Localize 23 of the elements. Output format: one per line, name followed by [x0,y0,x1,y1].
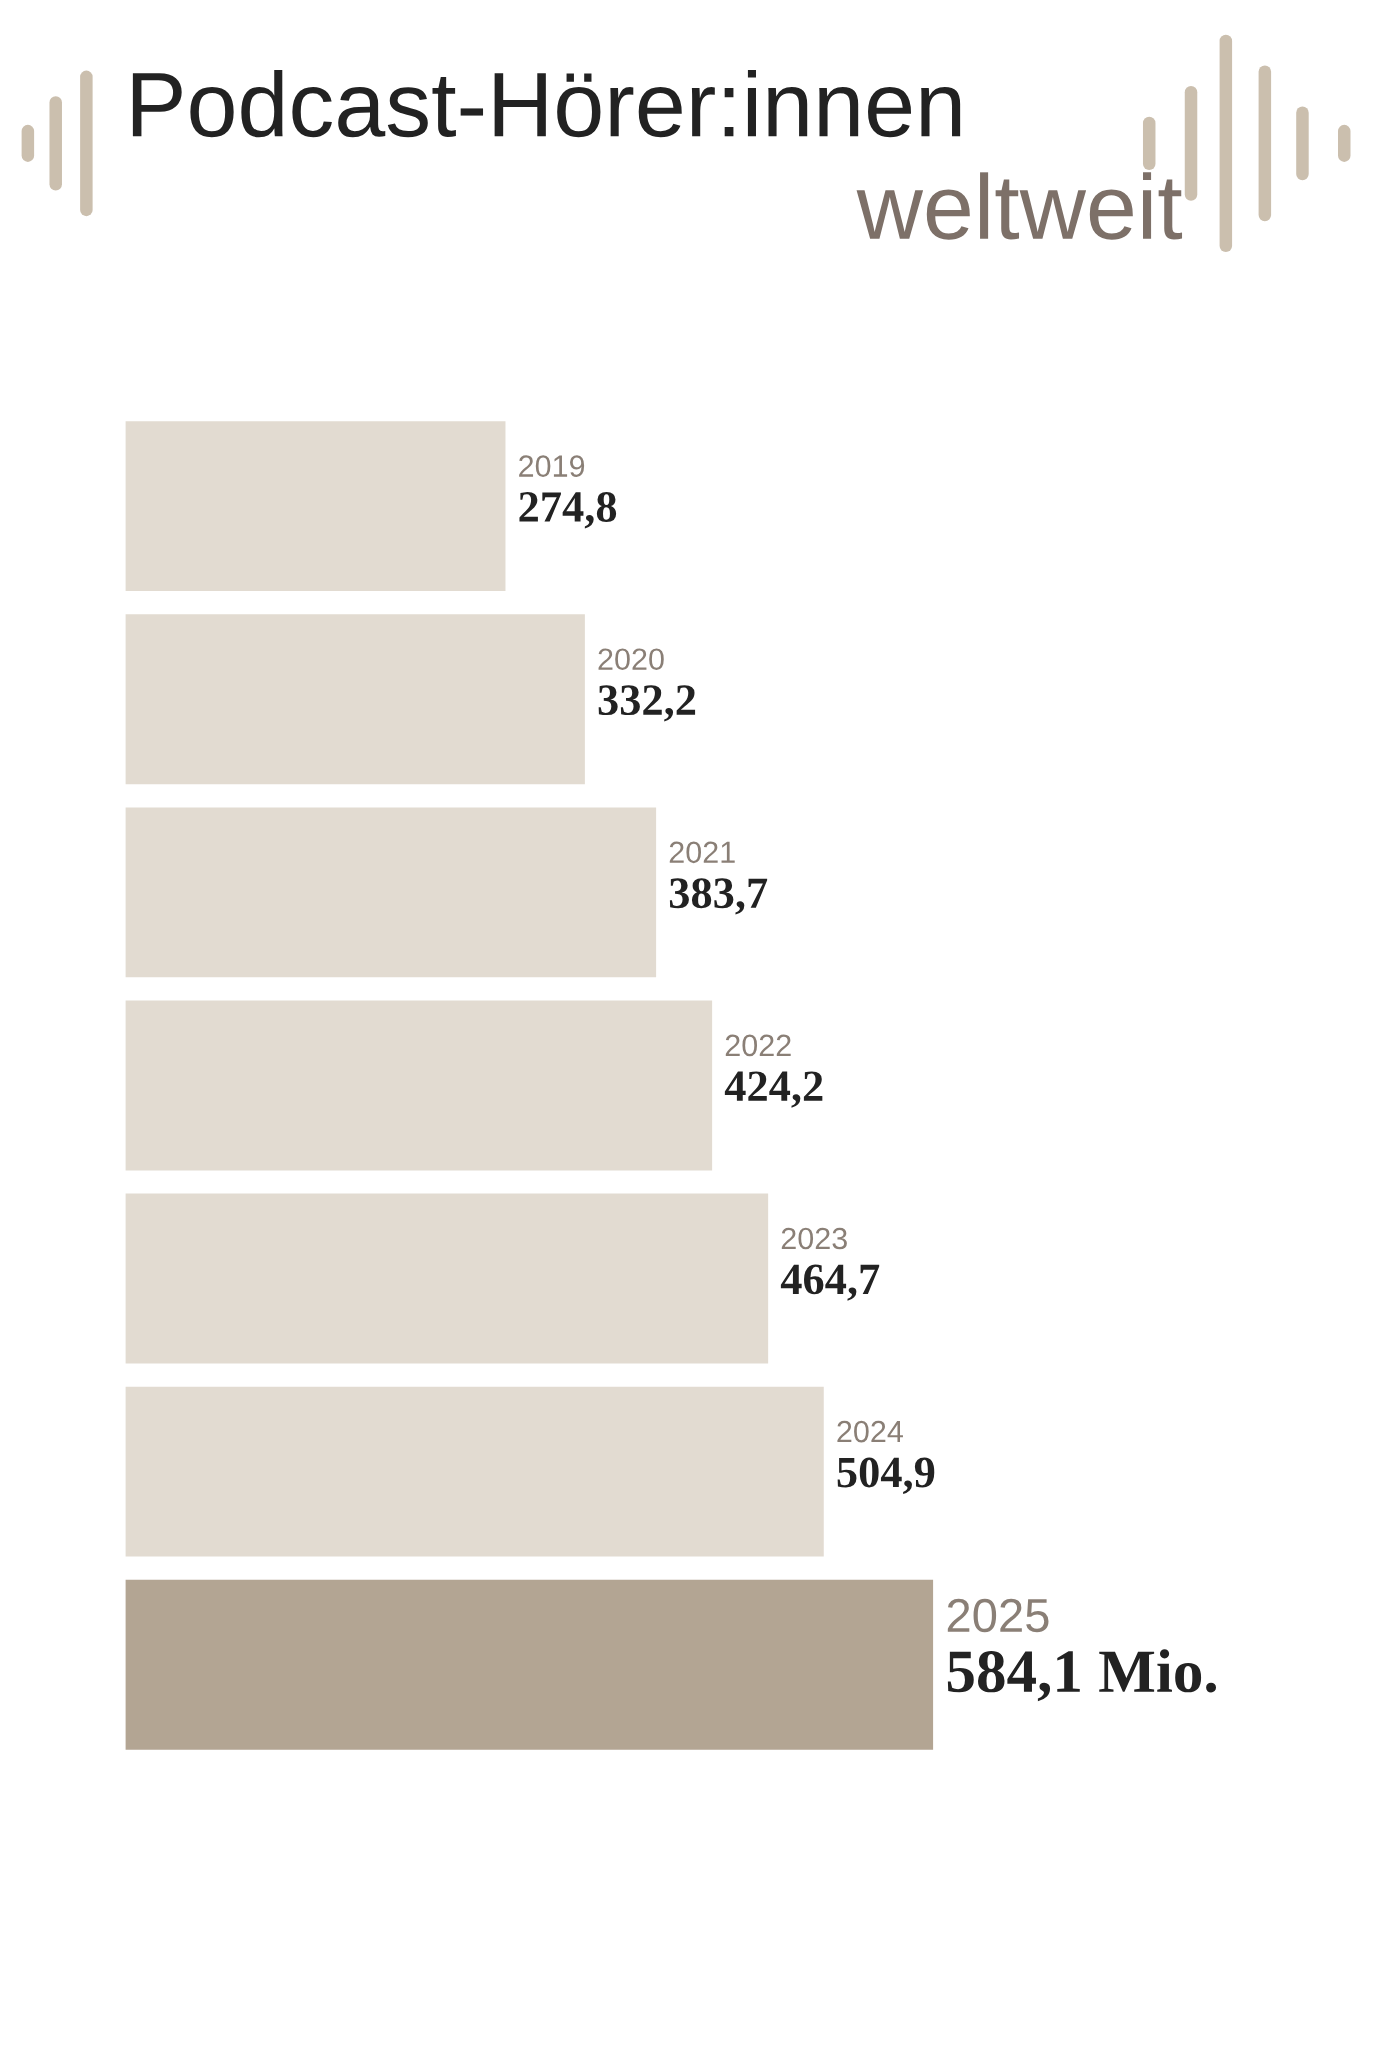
chart-title: Podcast-Hörer:innen [132,69,961,138]
y-tick-label: 2019 [519,455,585,477]
bar [125,614,585,785]
y-tick-label: 2020 [598,648,664,671]
data-label: 504,9 [837,1457,935,1494]
data-label: 424,2 [724,1071,823,1108]
data-label: 274,8 [519,491,617,529]
bar [125,1386,824,1557]
data-label: 383,7 [669,878,768,915]
y-tick-label: 2025 [947,1598,1049,1633]
y-tick-label: 2021 [669,841,735,864]
y-tick-label: 2022 [725,1034,791,1057]
data-label: 332,2 [598,685,696,722]
data-label: 584,1 Mio. [947,1649,1217,1702]
bar [125,807,657,978]
bar [125,421,506,592]
bar [125,1579,934,1750]
chart-subtitle: weltweit [856,172,1183,240]
bar [125,1193,769,1364]
y-tick-label: 2023 [781,1227,847,1250]
bar [125,1000,713,1171]
data-label: 464,7 [780,1264,880,1301]
y-tick-label: 2024 [837,1420,903,1443]
